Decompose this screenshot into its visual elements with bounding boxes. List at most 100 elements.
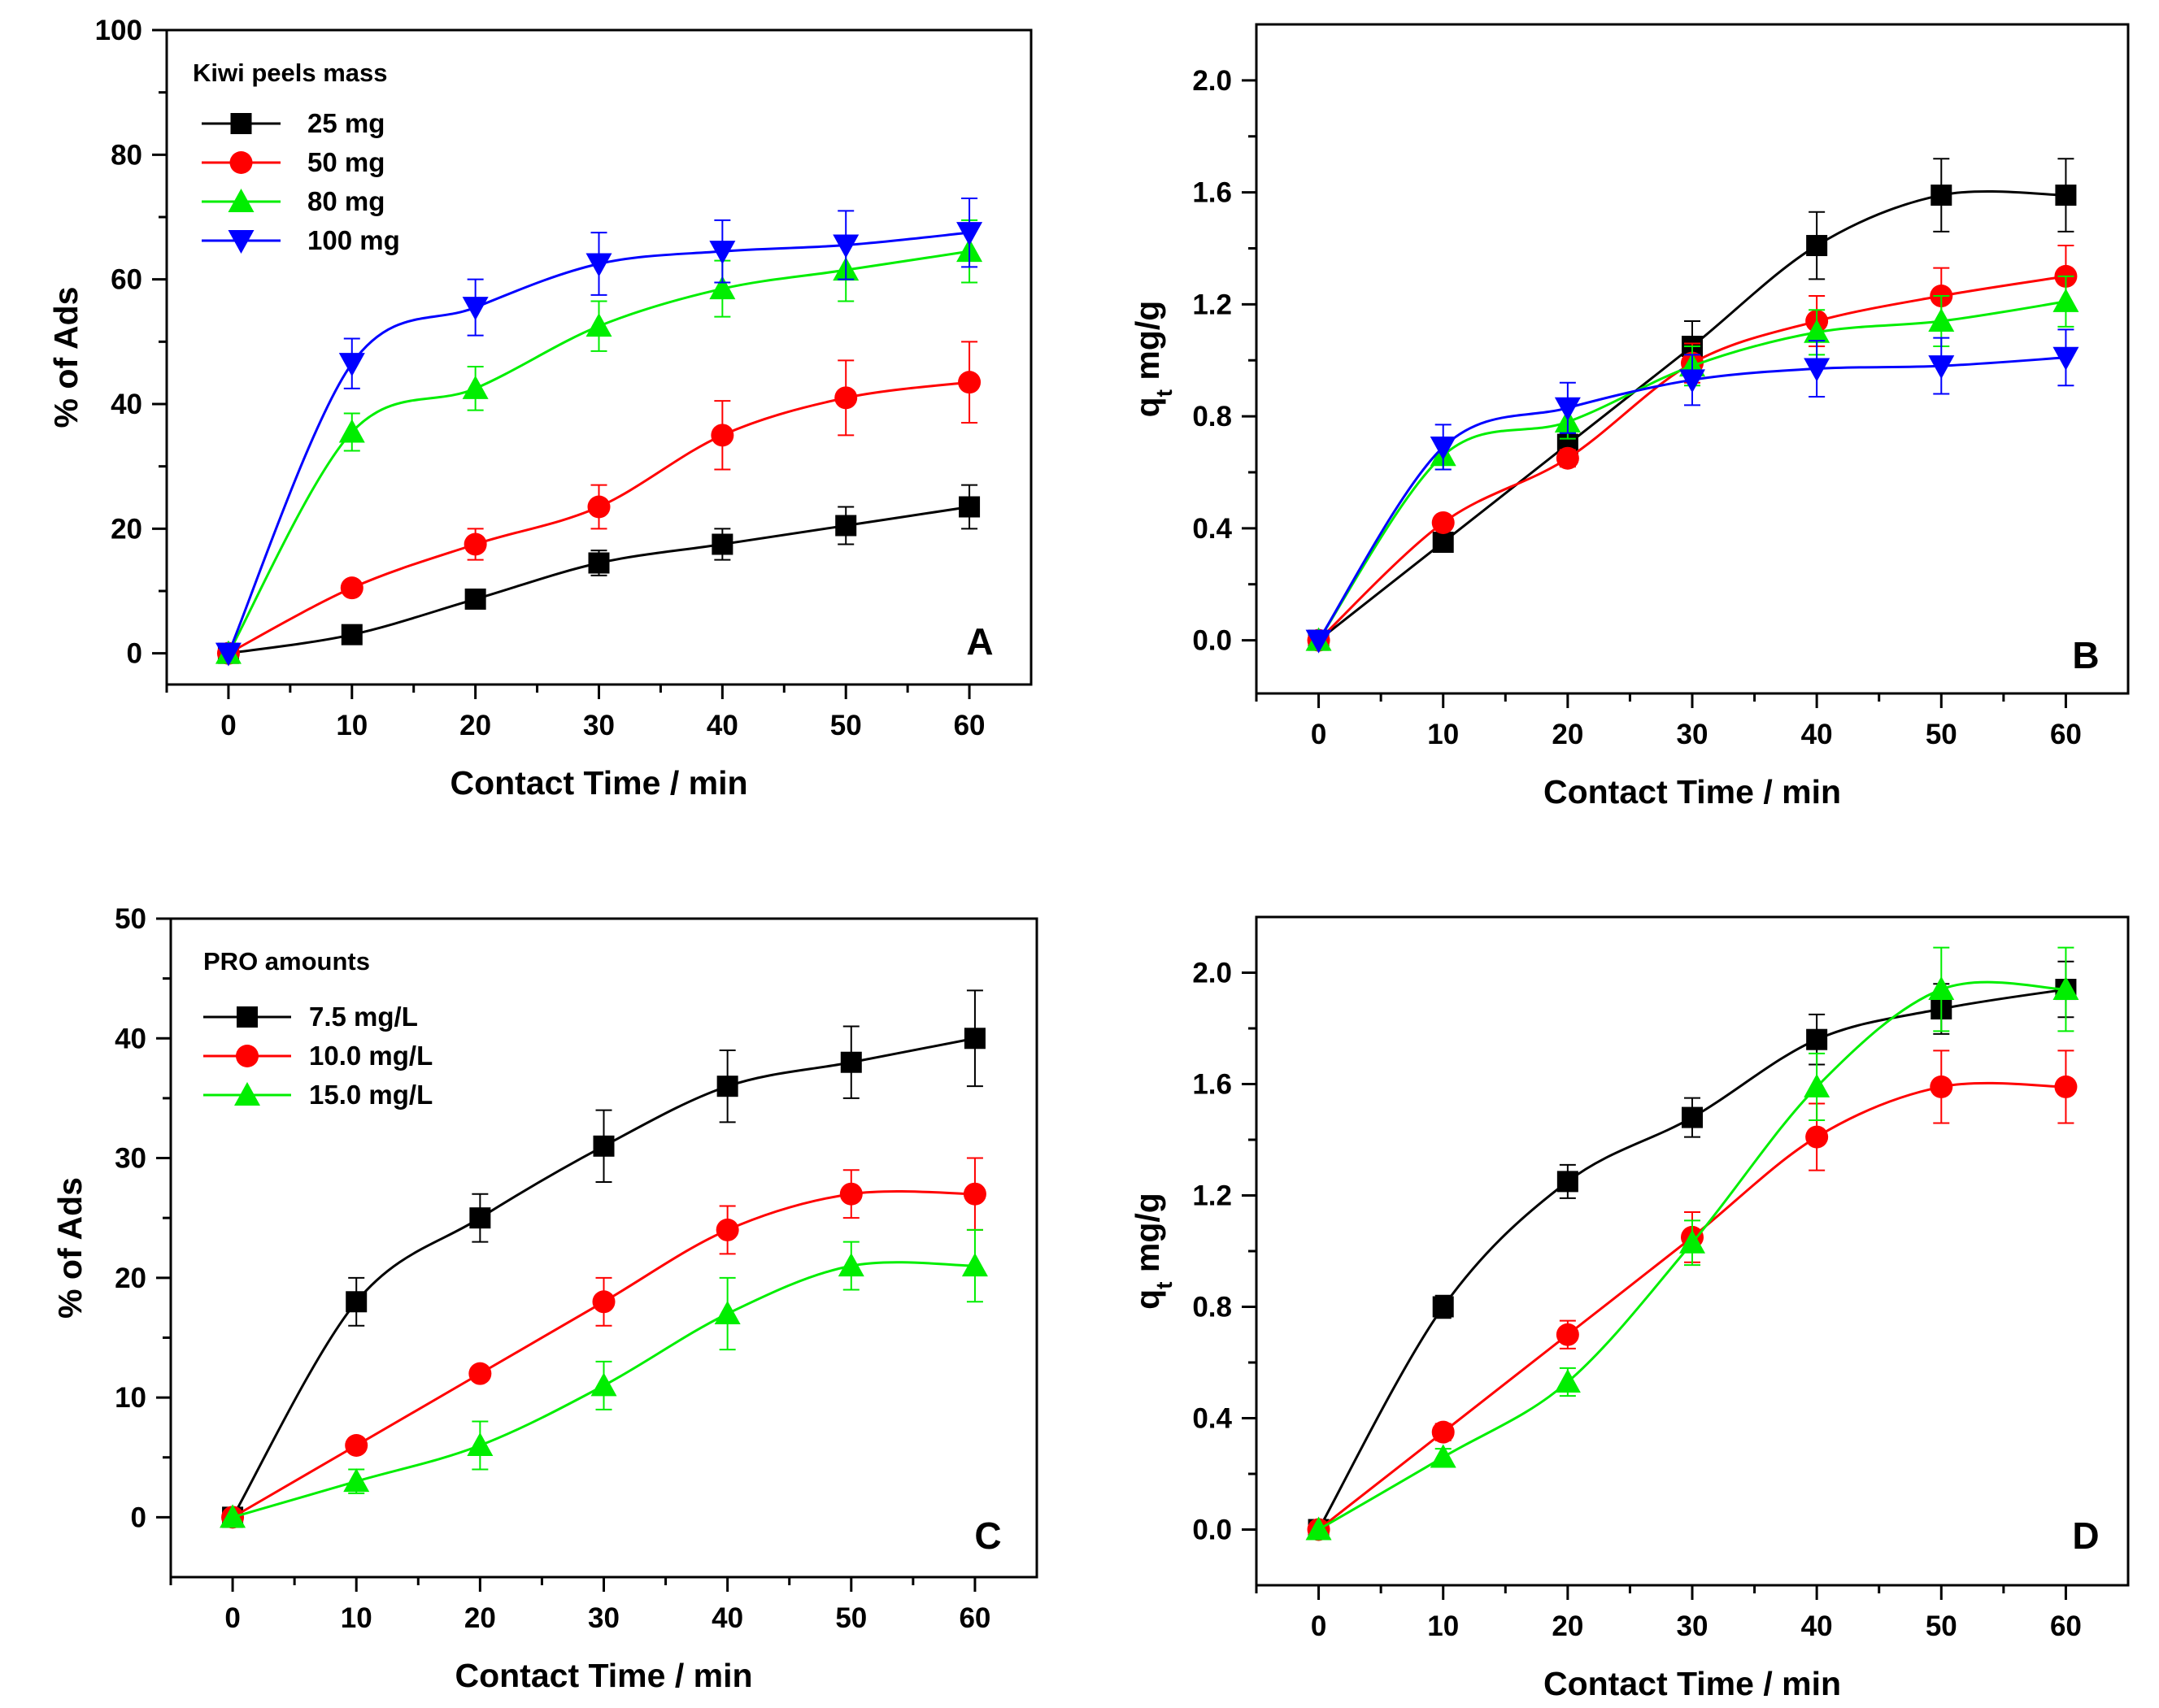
panel-letter: A xyxy=(966,620,993,663)
data-point xyxy=(1305,629,1332,654)
data-point xyxy=(958,371,982,394)
y-axis-label: qt mg/g xyxy=(1129,1193,1177,1310)
data-point xyxy=(468,1362,492,1385)
panel-letter: D xyxy=(2072,1515,2099,1557)
data-point xyxy=(712,533,733,555)
data-point xyxy=(714,1301,741,1324)
data-point xyxy=(469,1207,491,1229)
x-tick-label: 0 xyxy=(220,710,236,741)
legend-label: 100 mg xyxy=(307,225,400,255)
y-tick-label: 0.8 xyxy=(1192,401,1232,432)
y-tick-label: 30 xyxy=(115,1143,146,1175)
y-tick-label: 80 xyxy=(111,139,142,171)
y-tick-label: 0.4 xyxy=(1192,513,1232,545)
data-point xyxy=(340,576,363,600)
legend-marker xyxy=(229,151,253,174)
y-tick-label: 100 xyxy=(95,15,142,46)
legend-label: 10.0 mg/L xyxy=(309,1041,433,1071)
legend-title: PRO amounts xyxy=(203,947,370,976)
y-tick-label: 20 xyxy=(111,513,142,545)
x-tick-label: 20 xyxy=(464,1602,496,1634)
data-point xyxy=(835,515,857,537)
y-tick-label: 50 xyxy=(115,903,146,935)
x-tick-label: 10 xyxy=(341,1602,372,1634)
data-point xyxy=(1556,446,1579,470)
data-point xyxy=(1804,319,1830,343)
data-point xyxy=(961,1253,988,1277)
data-point xyxy=(1679,1229,1705,1254)
legend-label: 80 mg xyxy=(307,186,385,216)
data-point xyxy=(464,588,486,610)
series-line xyxy=(1317,189,2066,641)
x-tick-label: 30 xyxy=(1677,719,1708,750)
y-tick-label: 1.2 xyxy=(1192,289,1232,320)
data-point xyxy=(587,495,611,519)
legend-label: 7.5 mg/L xyxy=(309,1002,418,1032)
data-point xyxy=(341,624,363,645)
data-point xyxy=(1305,1516,1332,1541)
data-point xyxy=(1806,1028,1828,1050)
data-point xyxy=(709,276,736,300)
series-50-mg xyxy=(216,341,982,665)
x-tick-label: 20 xyxy=(459,710,491,741)
x-axis-label: Contact Time / min xyxy=(1543,773,1841,811)
y-tick-label: 20 xyxy=(115,1263,146,1294)
x-tick-label: 30 xyxy=(1677,1610,1708,1642)
data-point xyxy=(1928,355,1955,380)
data-point xyxy=(1431,1420,1455,1444)
panel-c: 0 10 20 30 40 50 60 0 10 20 30 40 50 Contact Time / m… xyxy=(51,903,1038,1694)
y-tick-label: 2.0 xyxy=(1192,958,1232,989)
data-point xyxy=(1556,1171,1578,1193)
data-point xyxy=(220,1504,246,1528)
x-axis-label: Contact Time / min xyxy=(450,764,747,802)
panel-b: 0 10 20 30 40 50 60 0.0 0.4 0.8 1.2 1.6 2.0 Contact T… xyxy=(1129,23,2130,811)
legend-marker xyxy=(236,1045,259,1067)
x-tick-label: 50 xyxy=(830,710,862,741)
x-tick-label: 10 xyxy=(1427,719,1459,750)
data-point xyxy=(1556,1323,1579,1346)
data-point xyxy=(2052,346,2079,371)
data-point xyxy=(1554,397,1581,421)
x-axis-label: Contact Time / min xyxy=(455,1657,752,1694)
x-tick-label: 50 xyxy=(835,1602,867,1634)
data-point xyxy=(964,1028,986,1050)
data-point xyxy=(1430,1444,1456,1468)
y-tick-label: 0.4 xyxy=(1192,1403,1232,1435)
legend-label: 25 mg xyxy=(307,108,385,138)
x-tick-label: 50 xyxy=(1926,1610,1957,1642)
series-10-0-mg-l xyxy=(221,1157,986,1529)
legend-marker xyxy=(237,1006,258,1028)
data-point xyxy=(462,375,489,399)
data-point xyxy=(343,1468,370,1493)
panel-a: 0 10 20 30 40 50 60 0 20 40 60 80 100 Contact Time / … xyxy=(47,15,1033,802)
data-point xyxy=(462,297,489,321)
data-point xyxy=(345,1434,368,1457)
y-tick-label: 0.8 xyxy=(1192,1292,1232,1323)
y-tick-label: 2.0 xyxy=(1192,65,1232,97)
y-axis-label-unit: mg/g xyxy=(1129,301,1166,389)
legend-label: 15.0 mg/L xyxy=(309,1080,433,1110)
data-point xyxy=(1806,235,1828,257)
data-point xyxy=(215,642,242,667)
y-axis-label: % of Ads xyxy=(51,1177,89,1319)
series-100-mg xyxy=(215,198,983,667)
data-point xyxy=(1554,1368,1581,1393)
panel-d: 0 10 20 30 40 50 60 0.0 0.4 0.8 1.2 1.6 2.0 Contact T… xyxy=(1129,915,2130,1702)
data-point xyxy=(467,1432,494,1456)
data-point xyxy=(2054,1075,2078,1098)
series-7-5-mg-l xyxy=(222,989,986,1528)
legend-label: 50 mg xyxy=(307,147,385,177)
data-point xyxy=(959,496,981,518)
y-axis-label-main: q xyxy=(1129,1289,1166,1310)
data-point xyxy=(1679,369,1705,393)
x-tick-label: 0 xyxy=(1311,719,1326,750)
y-tick-label: 0.0 xyxy=(1192,1515,1232,1546)
y-tick-label: 0 xyxy=(131,1502,146,1533)
data-point xyxy=(2055,185,2077,206)
x-tick-label: 40 xyxy=(712,1602,743,1634)
data-point xyxy=(592,1290,616,1314)
x-tick-label: 60 xyxy=(954,710,986,741)
data-point xyxy=(585,253,612,277)
x-tick-label: 60 xyxy=(2050,1610,2082,1642)
legend: PRO amounts 7.5 mg/L 10.0 mg/L 15.0 mg/L xyxy=(203,947,433,1110)
